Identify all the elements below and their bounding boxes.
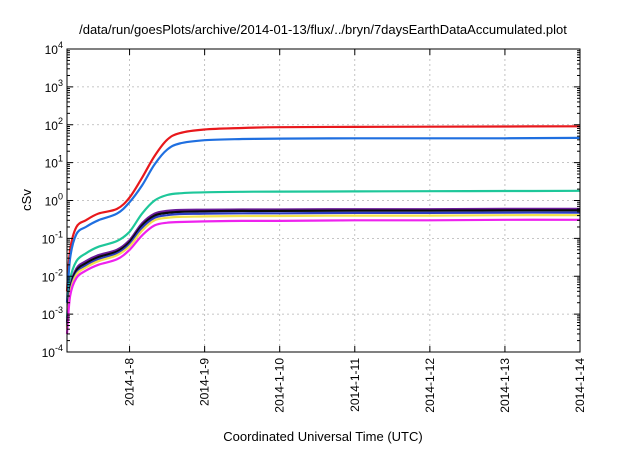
series-line (65, 189, 581, 318)
chart-title: /data/run/goesPlots/archive/2014-01-13/f… (79, 22, 567, 37)
series-line (65, 211, 581, 328)
series-line (65, 207, 580, 323)
y-tick-label: 102 (45, 116, 63, 133)
x-axis-label: Coordinated Universal Time (UTC) (223, 429, 422, 444)
x-tick-label: 2014-1-8 (123, 358, 137, 406)
y-tick-label: 101 (45, 154, 63, 171)
series-line (65, 209, 580, 326)
series-line (65, 218, 581, 334)
x-axis: 2014-1-8 2014-1-9 2014-1-10 2014-1-11 2014-1… (123, 49, 587, 413)
y-tick-label: 10-1 (42, 229, 63, 246)
y-tick-label: 103 (45, 78, 63, 95)
y-tick-label: 100 (45, 192, 63, 209)
series-group (65, 125, 581, 334)
series-line (65, 125, 581, 292)
x-tick-label: 2014-1-9 (198, 358, 212, 406)
grid (67, 49, 580, 352)
y-axis-label: cSv (19, 189, 34, 211)
x-tick-label: 2014-1-12 (423, 358, 437, 413)
y-tick-label: 10-4 (42, 343, 63, 360)
x-tick-label: 2014-1-10 (273, 358, 287, 413)
y-tick-label: 10-3 (42, 305, 63, 322)
x-tick-label: 2014-1-11 (348, 358, 362, 412)
x-tick-label: 2014-1-13 (498, 358, 512, 413)
y-tick-label: 10-2 (42, 267, 63, 284)
x-tick-label: 2014-1-14 (573, 358, 587, 413)
y-tick-label: 104 (45, 40, 63, 57)
series-line (65, 214, 581, 330)
y-axis: 10-4 10-3 10-2 10-1 100 101 102 103 104 (42, 40, 580, 360)
series-line (65, 136, 581, 303)
